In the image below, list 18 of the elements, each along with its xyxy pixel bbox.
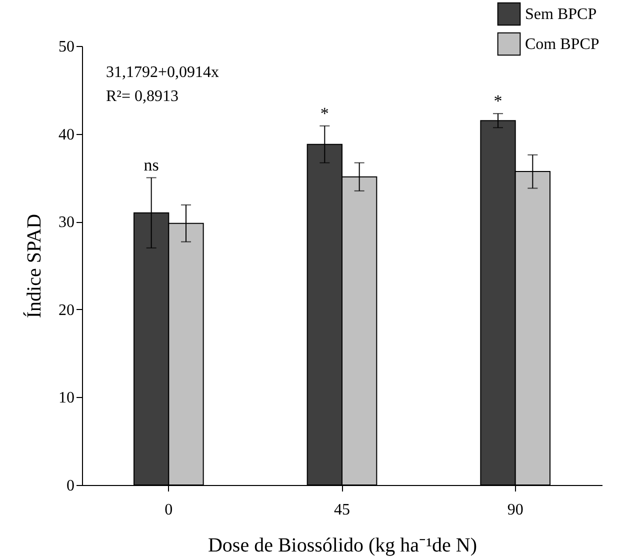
annotation: R²= 0,8913	[106, 88, 178, 105]
x-axis-title: Dose de Biossólido (kg ha⁻¹de N)	[208, 534, 478, 556]
y-tick-label: 0	[66, 478, 74, 494]
legend-label: Com BPCP	[525, 36, 600, 53]
annotation: 31,1792+0,0914x	[106, 64, 220, 81]
y-tick-label: 50	[58, 38, 74, 56]
annotation: *	[320, 104, 329, 123]
x-tick-label: 0	[164, 502, 173, 518]
legend-label: Sem BPCP	[525, 6, 597, 23]
y-tick-label: 30	[58, 214, 74, 232]
y-tick-label: 10	[58, 390, 74, 407]
y-tick-label: 20	[58, 302, 74, 319]
annotation: ns	[144, 156, 159, 175]
y-axis-title: Índice SPAD	[22, 214, 46, 318]
x-tick-label: 45	[334, 502, 350, 518]
annotation: *	[494, 92, 502, 111]
x-tick-label: 90	[507, 502, 524, 518]
y-tick-label: 40	[58, 126, 74, 144]
